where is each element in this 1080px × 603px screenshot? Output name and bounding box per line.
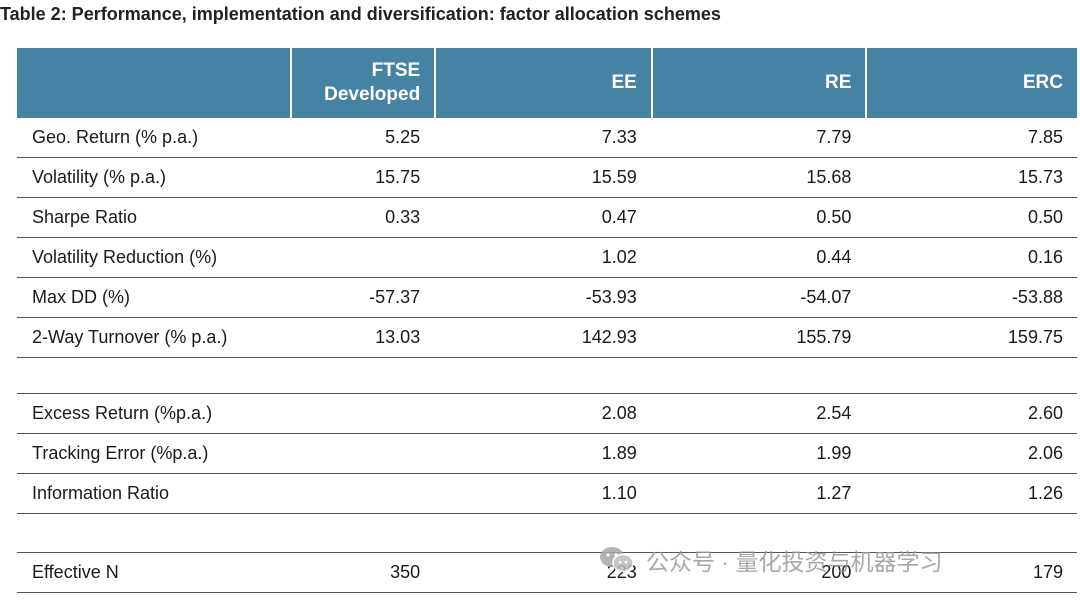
cell-ftse: -57.37 [369, 287, 421, 307]
row-label: Volatility Reduction (%) [32, 247, 218, 267]
cell-erc: -53.88 [1011, 287, 1063, 307]
cell-ftse: 350 [390, 562, 421, 582]
cell-erc: 1.26 [1027, 483, 1063, 503]
row-label: 2-Way Turnover (% p.a.) [32, 327, 228, 347]
row-label: Excess Return (%p.a.) [32, 403, 213, 423]
header-re: RE [652, 48, 866, 118]
table-title: Table 2: Performance, implementation and… [0, 4, 721, 24]
cell-ee: 2.08 [601, 403, 637, 423]
cell-erc: 0.16 [1027, 247, 1063, 267]
data-table: FTSE Developed EE RE ERC Geo. Return (% p… [17, 48, 1077, 593]
cell-ee: 1.10 [601, 483, 637, 503]
table-row: Sharpe Ratio 0.33 0.47 0.50 0.50 [17, 198, 1077, 238]
header-ee: EE [436, 48, 651, 118]
cell-re: 0.44 [816, 247, 852, 267]
row-label: Geo. Return (% p.a.) [32, 127, 199, 147]
table-row: Effective N 350 223 200 179 [17, 553, 1077, 593]
cell-ee: 1.02 [601, 247, 637, 267]
section-diversification: Effective N 350 223 200 179 [17, 552, 1077, 593]
cell-re: 0.50 [816, 207, 852, 227]
header-erc: ERC [867, 48, 1077, 118]
cell-ftse: 13.03 [375, 327, 421, 347]
cell-ee: 0.47 [601, 207, 637, 227]
cell-ee: 15.59 [591, 167, 637, 187]
table-row: Information Ratio 1.10 1.27 1.26 [17, 474, 1077, 514]
cell-ee: 223 [606, 562, 637, 582]
cell-re: 15.68 [806, 167, 852, 187]
row-label: Sharpe Ratio [32, 207, 138, 227]
table-row: Volatility Reduction (%) 1.02 0.44 0.16 [17, 238, 1077, 278]
cell-re: -54.07 [800, 287, 852, 307]
row-label: Information Ratio [32, 483, 170, 503]
cell-erc: 179 [1032, 562, 1063, 582]
cell-erc: 2.06 [1027, 443, 1063, 463]
table-row: Excess Return (%p.a.) 2.08 2.54 2.60 [17, 394, 1077, 434]
row-label: Volatility (% p.a.) [32, 167, 167, 187]
row-label: Max DD (%) [32, 287, 130, 307]
cell-ftse: 5.25 [385, 127, 421, 147]
cell-re: 7.79 [816, 127, 852, 147]
section-relative: Excess Return (%p.a.) 2.08 2.54 2.60 Trackin… [17, 393, 1077, 514]
cell-ee: 7.33 [601, 127, 637, 147]
cell-re: 1.99 [816, 443, 852, 463]
cell-erc: 2.60 [1027, 403, 1063, 423]
cell-ee: 1.89 [601, 443, 637, 463]
header-label-col [17, 48, 291, 118]
table-header: FTSE Developed EE RE ERC [17, 48, 1077, 118]
cell-ee: -53.93 [585, 287, 637, 307]
table-row: Geo. Return (% p.a.) 5.25 7.33 7.79 7.85 [17, 118, 1077, 158]
cell-re: 1.27 [816, 483, 852, 503]
cell-erc: 0.50 [1027, 207, 1063, 227]
cell-ftse: 0.33 [385, 207, 421, 227]
row-label: Tracking Error (%p.a.) [32, 443, 209, 463]
cell-re: 155.79 [796, 327, 852, 347]
table-row: Tracking Error (%p.a.) 1.89 1.99 2.06 [17, 434, 1077, 474]
cell-re: 200 [821, 562, 852, 582]
header-ftse-developed: FTSE Developed [292, 48, 435, 118]
cell-ee: 142.93 [581, 327, 637, 347]
table-row: Max DD (%) -57.37 -53.93 -54.07 -53.88 [17, 278, 1077, 318]
row-label: Effective N [32, 562, 119, 582]
table-row: Volatility (% p.a.) 15.75 15.59 15.68 15.73 [17, 158, 1077, 198]
cell-erc: 7.85 [1027, 127, 1063, 147]
cell-erc: 15.73 [1017, 167, 1063, 187]
cell-erc: 159.75 [1007, 327, 1063, 347]
table-row: 2-Way Turnover (% p.a.) 13.03 142.93 155.79… [17, 318, 1077, 358]
cell-re: 2.54 [816, 403, 852, 423]
cell-ftse: 15.75 [375, 167, 421, 187]
section-performance: Geo. Return (% p.a.) 5.25 7.33 7.79 7.85 Vola… [17, 118, 1077, 358]
